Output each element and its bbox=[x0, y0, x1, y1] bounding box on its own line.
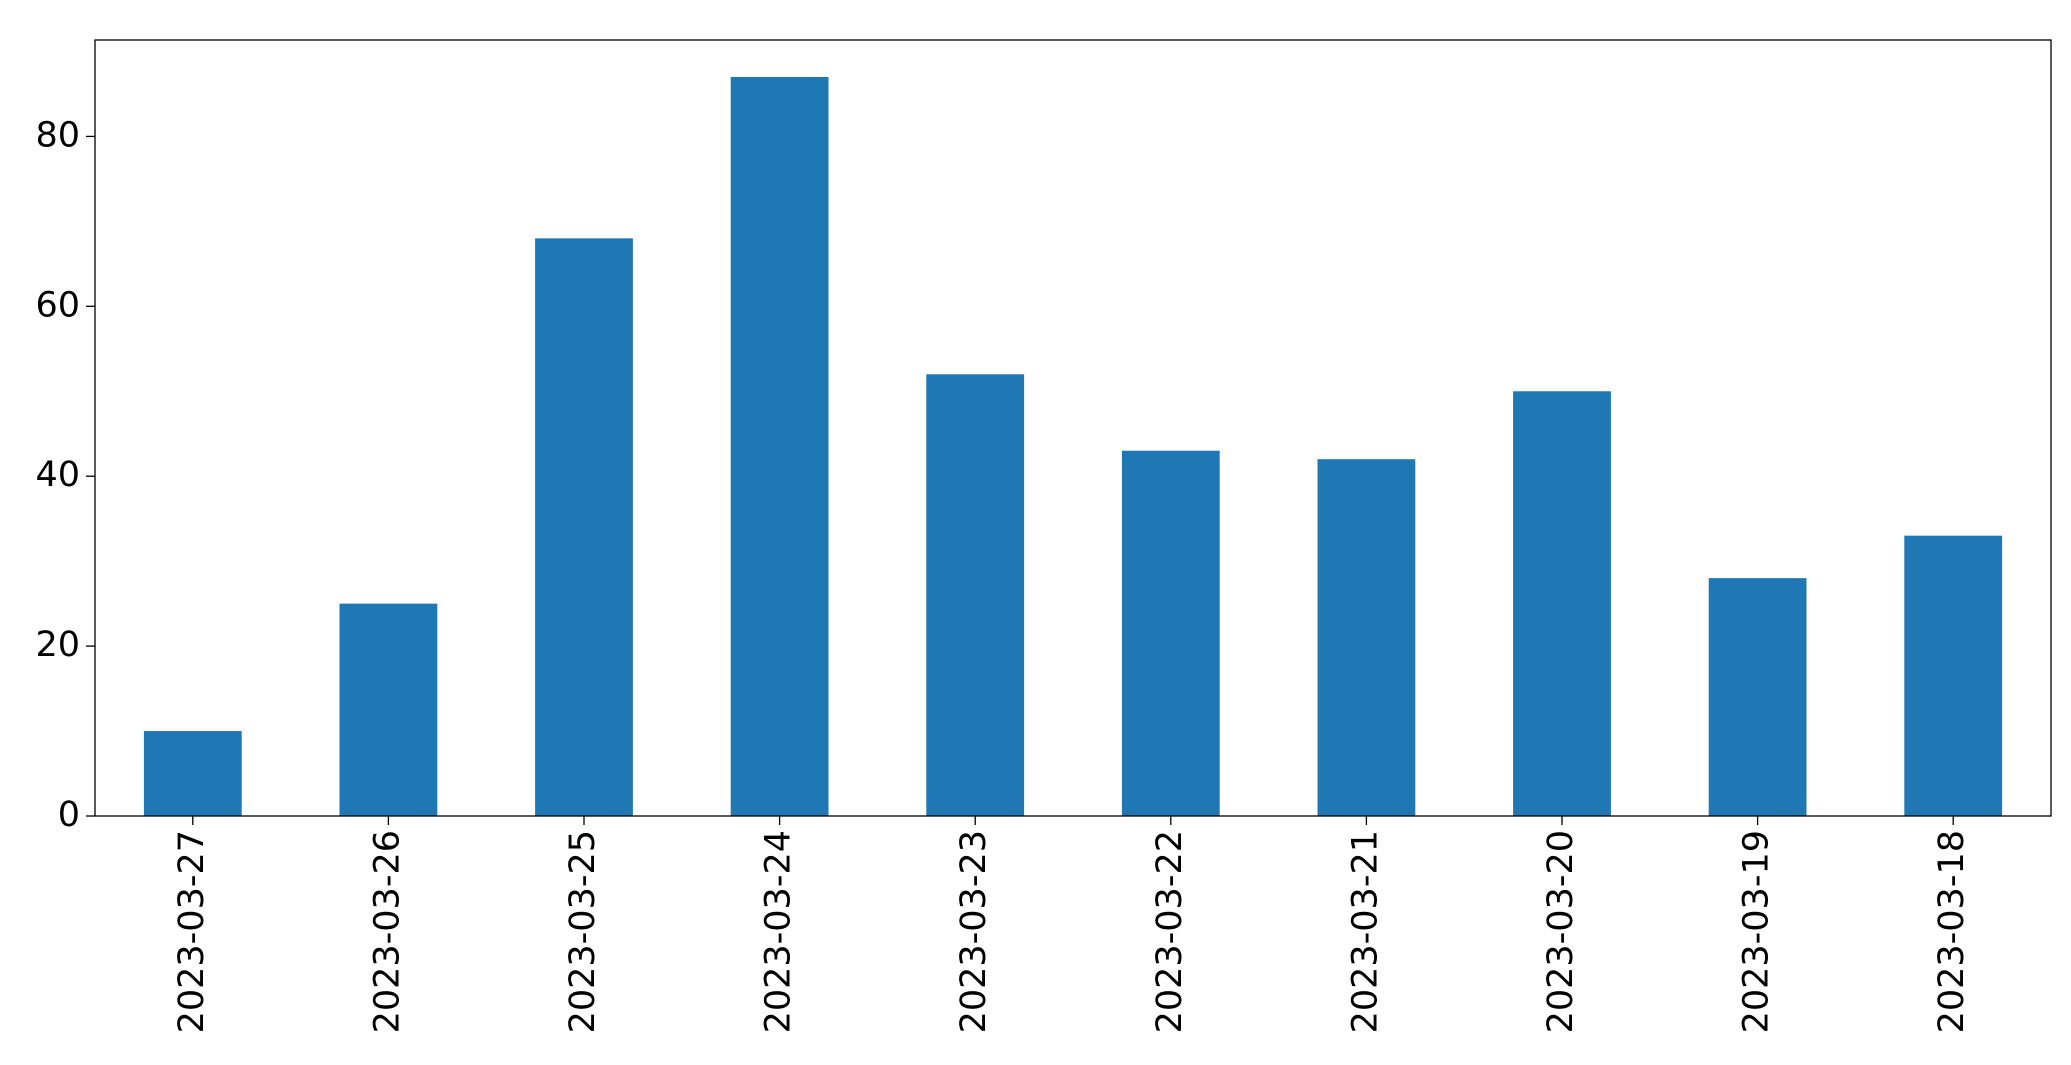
bar bbox=[730, 76, 829, 816]
x-tick-label: 2023-03-20 bbox=[1541, 830, 1581, 1033]
bar bbox=[1513, 391, 1611, 816]
x-tick-label: 2023-03-23 bbox=[954, 830, 994, 1033]
y-tick-label: 40 bbox=[35, 455, 80, 495]
bar bbox=[535, 238, 633, 817]
plot-frame bbox=[94, 39, 2052, 817]
x-tick-label: 2023-03-26 bbox=[367, 830, 407, 1033]
bar bbox=[926, 374, 1025, 816]
y-tick-label: 60 bbox=[35, 285, 80, 325]
y-tick-label: 20 bbox=[35, 625, 80, 665]
bar bbox=[1708, 578, 1807, 816]
x-tick-label: 2023-03-27 bbox=[172, 830, 212, 1033]
bar bbox=[1121, 450, 1220, 816]
y-tick-label: 80 bbox=[35, 115, 80, 155]
y-tick-label: 0 bbox=[58, 795, 80, 835]
x-tick-label: 2023-03-18 bbox=[1932, 830, 1972, 1033]
bar bbox=[1317, 459, 1416, 816]
x-tick-label: 2023-03-21 bbox=[1345, 830, 1385, 1033]
x-tick-label: 2023-03-19 bbox=[1737, 830, 1777, 1033]
x-tick-label: 2023-03-25 bbox=[563, 830, 603, 1033]
bar bbox=[143, 731, 242, 816]
x-tick-label: 2023-03-24 bbox=[759, 830, 799, 1033]
bar bbox=[339, 603, 438, 816]
bar bbox=[1904, 535, 2003, 816]
x-tick-label: 2023-03-22 bbox=[1150, 830, 1190, 1033]
